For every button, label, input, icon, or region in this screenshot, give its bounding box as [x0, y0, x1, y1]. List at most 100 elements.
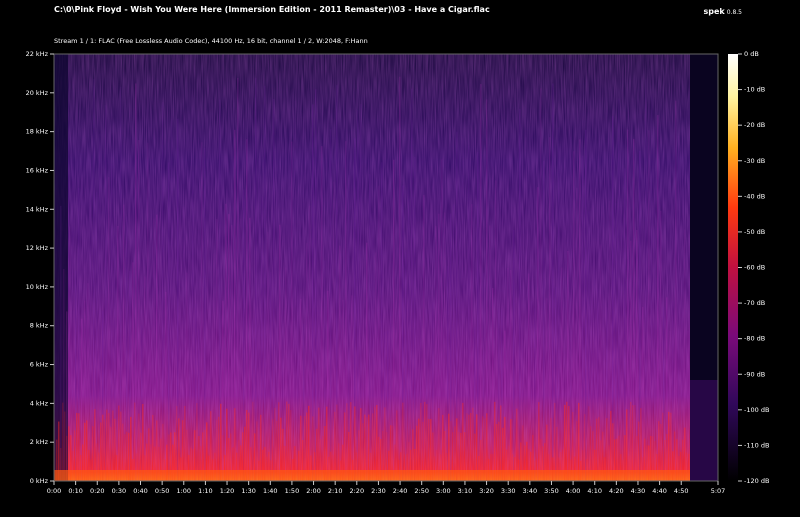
- spectral-stripe: [348, 175, 350, 481]
- db-tick-label: -50 dB: [744, 228, 765, 236]
- bass-stripe: [194, 430, 196, 481]
- time-tick-label: 1:00: [176, 487, 191, 495]
- bass-stripe: [254, 433, 256, 481]
- spectral-stripe: [633, 138, 635, 482]
- bass-stripe: [320, 439, 322, 481]
- bass-stripe: [272, 419, 274, 481]
- bass-stripe: [304, 416, 306, 481]
- bass-stripe: [482, 416, 484, 481]
- bass-stripe: [330, 451, 332, 481]
- spectral-stripe: [495, 180, 497, 481]
- time-tick-label: 0:40: [133, 487, 148, 495]
- bass-stripe: [532, 435, 534, 481]
- time-tick-label: 3:00: [436, 487, 451, 495]
- bass-stripe: [376, 404, 378, 481]
- bass-stripe: [264, 446, 266, 481]
- time-tick-label: 3:10: [458, 487, 473, 495]
- spectral-stripe: [300, 298, 302, 481]
- bass-stripe: [524, 445, 526, 481]
- bass-stripe: [332, 454, 334, 481]
- bass-stripe: [528, 449, 530, 481]
- bass-stripe: [78, 413, 80, 481]
- spectral-stripe: [669, 330, 671, 481]
- spectral-stripe: [591, 293, 593, 481]
- freq-tick-label: 16 kHz: [26, 166, 49, 174]
- bass-stripe: [104, 419, 106, 481]
- bass-stripe: [420, 402, 422, 481]
- bass-stripe: [478, 455, 480, 481]
- bass-stripe: [414, 448, 416, 481]
- bass-stripe: [312, 416, 314, 481]
- bass-stripe: [316, 428, 318, 481]
- bass-stripe: [368, 414, 370, 481]
- bass-stripe: [280, 417, 282, 481]
- spectral-stripe: [174, 310, 176, 481]
- bass-stripe: [664, 439, 666, 481]
- bass-stripe: [70, 435, 72, 481]
- bass-stripe: [594, 449, 596, 481]
- spectral-stripe: [672, 300, 674, 481]
- bass-stripe: [256, 421, 258, 481]
- db-tick-label: -70 dB: [744, 299, 765, 307]
- bass-stripe: [294, 446, 296, 481]
- bass-stripe: [136, 453, 138, 481]
- bass-stripe: [232, 447, 234, 481]
- freq-tick-label: 20 kHz: [26, 89, 49, 97]
- bass-stripe: [576, 421, 578, 481]
- bass-stripe: [218, 416, 220, 481]
- bass-stripe: [394, 444, 396, 481]
- bass-stripe: [322, 435, 324, 481]
- bass-stripe: [158, 446, 160, 481]
- bass-stripe: [178, 418, 180, 481]
- spectral-stripe: [351, 295, 353, 481]
- time-tick-label: 4:50: [674, 487, 689, 495]
- spectral-stripe: [75, 271, 77, 481]
- bass-stripe: [222, 435, 224, 481]
- spectral-stripe: [147, 142, 149, 481]
- time-tick-label: 3:30: [501, 487, 516, 495]
- bass-stripe: [366, 417, 368, 481]
- spectral-stripe: [573, 151, 575, 481]
- bass-stripe: [148, 428, 150, 481]
- bass-stripe: [62, 402, 64, 481]
- bass-stripe: [176, 406, 178, 481]
- bass-stripe: [290, 410, 292, 481]
- spectral-stripe: [345, 141, 347, 481]
- bass-stripe: [630, 401, 632, 481]
- spectral-stripe: [66, 311, 68, 481]
- bass-stripe: [540, 438, 542, 481]
- bass-stripe: [374, 406, 376, 481]
- spectral-stripe: [306, 243, 308, 481]
- bass-stripe: [446, 453, 448, 481]
- bass-stripe: [242, 432, 244, 481]
- bass-stripe: [362, 423, 364, 481]
- bass-stripe: [162, 423, 164, 481]
- bass-stripe: [168, 434, 170, 481]
- spectral-stripe: [483, 272, 485, 481]
- spectral-stripe: [129, 270, 131, 481]
- bass-stripe: [358, 430, 360, 481]
- spectral-stripe: [60, 205, 62, 481]
- plot-border: [53, 53, 719, 482]
- bass-stripe: [334, 411, 336, 481]
- bass-stripe: [494, 401, 496, 481]
- bass-stripe: [306, 412, 308, 481]
- spectral-stripe: [477, 151, 479, 481]
- spectral-stripe: [654, 126, 656, 481]
- spectral-stripe: [177, 118, 179, 481]
- bass-stripe: [434, 456, 436, 481]
- bass-stripe: [598, 417, 600, 481]
- spectral-stripe: [249, 217, 251, 481]
- spectral-stripe: [150, 329, 152, 481]
- bass-stripe: [276, 420, 278, 481]
- db-tick-label: -110 dB: [744, 441, 769, 449]
- bass-stripe: [386, 432, 388, 481]
- spectral-stripe: [204, 147, 206, 481]
- spectral-stripe: [228, 214, 230, 481]
- spectral-stripe: [531, 301, 533, 481]
- bass-stripe: [228, 438, 230, 481]
- bass-stripe: [252, 401, 254, 481]
- bass-stripe: [56, 439, 58, 481]
- bass-stripe: [448, 413, 450, 481]
- bass-stripe: [146, 443, 148, 481]
